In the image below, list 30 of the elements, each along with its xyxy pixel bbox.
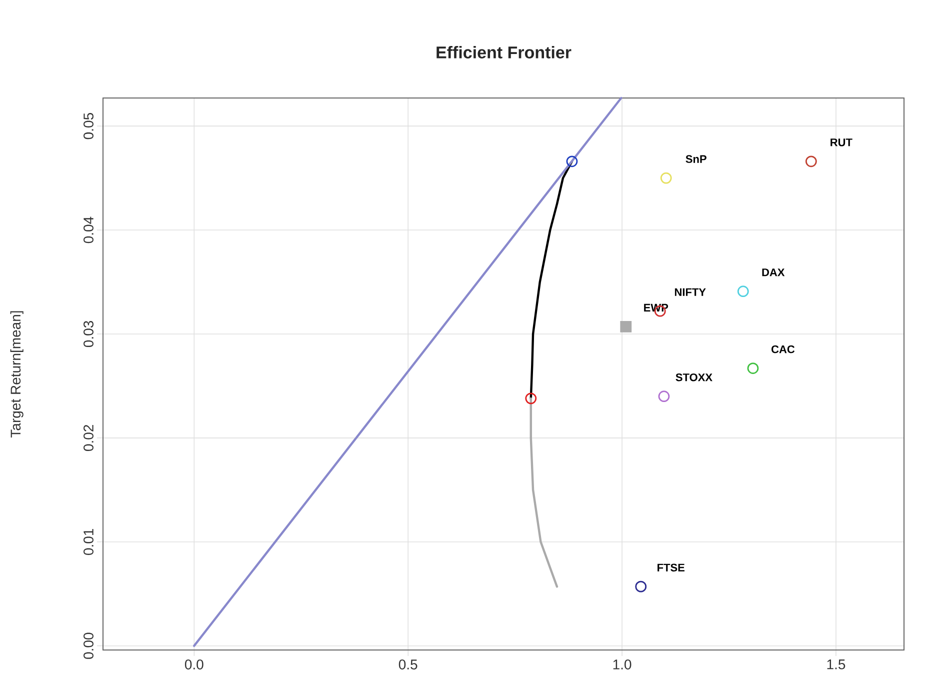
chart-title: Efficient Frontier bbox=[436, 46, 572, 58]
x-tick-label: 0.0 bbox=[184, 660, 204, 670]
point bbox=[747, 362, 759, 374]
line-series bbox=[530, 397, 558, 588]
series-label: SnP bbox=[686, 155, 706, 163]
y-tick-label: 0.03 bbox=[84, 320, 94, 348]
x-tick-label: 1.5 bbox=[827, 660, 846, 670]
y-tick-label: 0.04 bbox=[84, 216, 94, 244]
point bbox=[805, 156, 817, 168]
series-label: RUT bbox=[830, 138, 852, 146]
series-label: STOXX bbox=[676, 373, 712, 382]
series-label: DAX bbox=[762, 268, 785, 276]
point bbox=[620, 320, 632, 332]
point bbox=[635, 580, 647, 592]
y-tick-label: 0.05 bbox=[84, 113, 94, 140]
series-label: FTSE bbox=[658, 564, 684, 572]
point bbox=[660, 172, 672, 184]
x-tick-label: 1.0 bbox=[613, 660, 632, 670]
y-axis-title: Target Return[mean] bbox=[10, 311, 24, 438]
line-series bbox=[530, 160, 574, 400]
y-tick-label: 0.01 bbox=[84, 528, 94, 555]
x-tick-label: 0.5 bbox=[398, 660, 418, 670]
point bbox=[658, 390, 670, 402]
point bbox=[737, 286, 749, 298]
y-tick-label: 0.02 bbox=[84, 425, 94, 452]
point bbox=[525, 392, 537, 404]
point bbox=[566, 156, 578, 168]
series-label: NIFTY bbox=[674, 288, 706, 296]
y-tick-label: 0.00 bbox=[84, 632, 94, 659]
series-label: CAC bbox=[772, 345, 795, 354]
